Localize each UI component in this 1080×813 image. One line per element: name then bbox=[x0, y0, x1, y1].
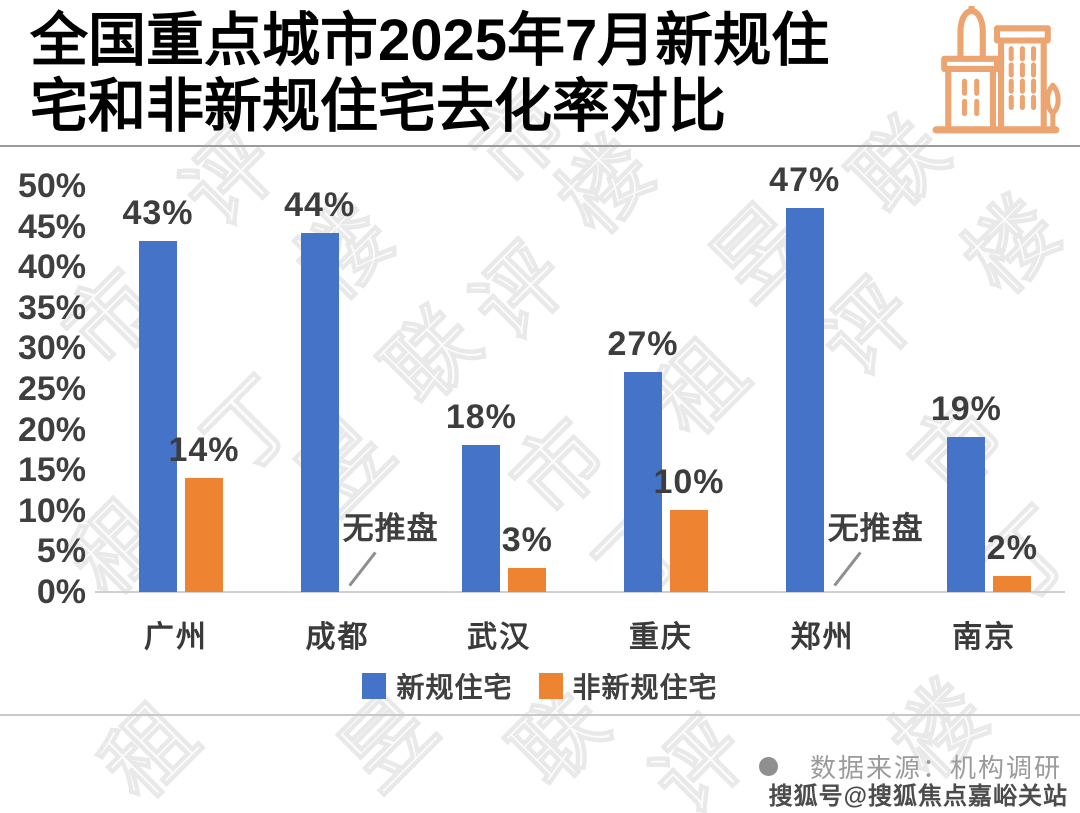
page-title: 全国重点城市2025年7月新规住 宅和非新规住宅去化率对比 bbox=[30, 8, 829, 140]
bar-value-label: 19% bbox=[930, 389, 1002, 428]
y-tick-label: 0% bbox=[36, 573, 86, 611]
bar-new-rule bbox=[462, 445, 501, 592]
bar-value-label: 27% bbox=[607, 324, 679, 363]
y-tick-label: 20% bbox=[17, 410, 86, 449]
bar-new-rule bbox=[785, 208, 824, 592]
x-axis-label: 广州 bbox=[143, 621, 208, 654]
bar-non-new-rule bbox=[185, 477, 223, 592]
x-axis-label: 武汉 bbox=[467, 621, 532, 654]
bar-value-label: 18% bbox=[445, 398, 517, 437]
legend-item-new-rule: 新规住宅 bbox=[362, 666, 512, 706]
bar-non-new-rule bbox=[670, 510, 709, 592]
footer-divider-line bbox=[0, 714, 1080, 716]
no-launch-label: 无推盘 bbox=[342, 511, 439, 546]
x-axis-label: 南京 bbox=[952, 621, 1017, 654]
bar-value-label: 43% bbox=[122, 194, 194, 233]
sohu-account-watermark: 搜狐号@搜狐焦点嘉峪关站 bbox=[768, 783, 1068, 810]
y-tick-label: 25% bbox=[17, 370, 86, 408]
bar-new-rule bbox=[139, 241, 177, 592]
bar-group-4: 27% 10% bbox=[580, 184, 742, 592]
bar-value-label: 10% bbox=[653, 463, 725, 502]
bar-value-label: 3% bbox=[501, 520, 553, 559]
y-tick-label: 30% bbox=[17, 329, 86, 368]
bar-non-new-rule bbox=[508, 567, 547, 592]
y-tick-label: 10% bbox=[17, 491, 86, 530]
bar-value-label: 44% bbox=[284, 185, 356, 224]
y-tick-label: 45% bbox=[17, 207, 86, 246]
bar-value-label: 14% bbox=[168, 430, 240, 469]
y-tick-label: 15% bbox=[17, 451, 86, 490]
y-tick-label: 50% bbox=[17, 167, 86, 205]
watermark-glyph: 租 bbox=[83, 685, 217, 813]
legend-label-new-rule: 新规住宅 bbox=[396, 672, 513, 703]
y-tick-label: 40% bbox=[17, 248, 86, 287]
bar-new-rule bbox=[300, 232, 339, 592]
bar-value-label: 47% bbox=[769, 161, 841, 200]
city-buildings-icon bbox=[930, 2, 1062, 145]
no-launch-callout-line bbox=[833, 551, 862, 587]
bar-value-label: 2% bbox=[986, 528, 1038, 567]
data-source-row: 数据来源：机构调研 bbox=[758, 748, 1062, 785]
plot-area: 43% 14% 44% 无推盘 18% 3% 27% 10% 47% 无推盘 19% 2% bbox=[95, 161, 1065, 592]
x-axis-baseline bbox=[95, 591, 1065, 593]
y-tick-label: 35% bbox=[17, 288, 86, 327]
legend-swatch-blue-icon bbox=[362, 673, 387, 699]
legend-label-non-new-rule: 非新规住宅 bbox=[572, 672, 718, 703]
data-source-label: 数据来源：机构调研 bbox=[809, 753, 1062, 783]
bar-group-6: 19% 2% bbox=[903, 184, 1065, 592]
page-title-line1: 全国重点城市2025年7月新规住 bbox=[30, 8, 830, 73]
bar-group-3: 18% 3% bbox=[418, 184, 580, 592]
bar-group-1: 43% 14% bbox=[95, 184, 257, 592]
y-tick-label: 5% bbox=[36, 532, 86, 571]
bar-new-rule bbox=[947, 436, 986, 592]
bar-new-rule bbox=[624, 371, 663, 592]
x-axis-label: 成都 bbox=[305, 621, 370, 654]
bullet-dot-icon bbox=[758, 757, 778, 776]
no-launch-callout-line bbox=[348, 551, 377, 587]
title-divider-line bbox=[0, 145, 1080, 147]
x-axis-label: 郑州 bbox=[790, 621, 855, 654]
legend-item-non-new-rule: 非新规住宅 bbox=[538, 666, 718, 706]
bar-group-2: 44% 无推盘 bbox=[257, 184, 438, 592]
bar-group-5: 47% 无推盘 bbox=[742, 161, 923, 592]
page-title-line2: 宅和非新规住宅去化率对比 bbox=[30, 74, 727, 139]
chart-legend: 新规住宅 非新规住宅 bbox=[0, 666, 1080, 706]
legend-swatch-orange-icon bbox=[538, 673, 563, 699]
x-axis-labels: 广州 成都 武汉 重庆 郑州 南京 bbox=[95, 612, 1065, 656]
bar-non-new-rule bbox=[993, 575, 1032, 592]
x-axis-label: 重庆 bbox=[628, 621, 693, 654]
no-launch-label: 无推盘 bbox=[827, 511, 924, 546]
watermark-glyph: 评 bbox=[633, 699, 767, 813]
